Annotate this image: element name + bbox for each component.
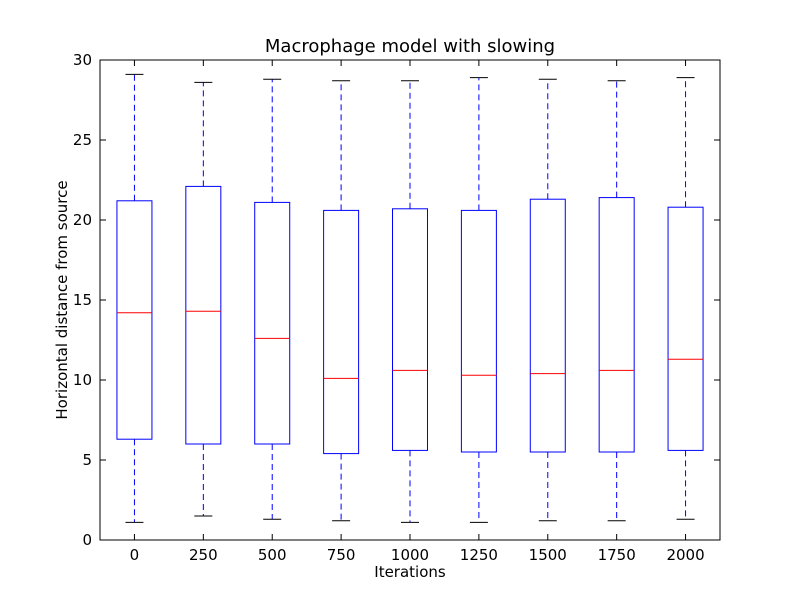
iqr-box xyxy=(185,185,222,445)
y-tick-label: 10 xyxy=(73,371,92,389)
y-tick-label: 0 xyxy=(82,531,92,549)
x-tick-label: 1000 xyxy=(391,546,429,564)
ticks-layer: 0 5 10 15 20 25 30 0 250 500 750 1000 1250 1500 1750 20… xyxy=(73,51,720,564)
x-tick-label: 250 xyxy=(189,546,218,564)
iqr-box xyxy=(667,206,704,451)
chart-title: Macrophage model with slowing xyxy=(265,36,555,57)
iqr-box xyxy=(254,201,291,445)
box-group-500 xyxy=(254,78,291,520)
y-axis-label: Horizontal distance from source xyxy=(53,180,71,419)
box-group-0 xyxy=(116,73,153,523)
iqr-box xyxy=(598,197,635,453)
x-tick-label: 1750 xyxy=(598,546,636,564)
plot-frame xyxy=(99,59,721,541)
x-tick-label: 1500 xyxy=(529,546,567,564)
y-tick-label: 20 xyxy=(73,211,92,229)
box-group-750 xyxy=(323,80,360,522)
iqr-box xyxy=(529,198,566,453)
iqr-box xyxy=(323,209,360,455)
x-tick-label: 0 xyxy=(130,546,140,564)
box-group-2000 xyxy=(667,77,704,520)
x-tick-label: 500 xyxy=(258,546,287,564)
box-group-1000 xyxy=(392,80,428,523)
x-axis-label: Iterations xyxy=(374,563,446,581)
box-group-1250 xyxy=(460,77,497,523)
y-tick-label: 5 xyxy=(82,451,92,469)
iqr-box xyxy=(460,209,497,453)
y-tick-label: 15 xyxy=(73,291,92,309)
y-tick-label: 25 xyxy=(73,131,92,149)
x-tick-label: 2000 xyxy=(666,546,704,564)
box-group-250 xyxy=(185,81,222,517)
x-tick-label: 1250 xyxy=(460,546,498,564)
y-tick-label: 30 xyxy=(73,51,92,69)
boxes-layer xyxy=(116,73,704,523)
x-tick-label: 750 xyxy=(327,546,356,564)
iqr-box xyxy=(116,200,153,440)
iqr-box xyxy=(392,208,428,451)
box-group-1500 xyxy=(529,78,566,522)
box-group-1750 xyxy=(598,80,635,522)
